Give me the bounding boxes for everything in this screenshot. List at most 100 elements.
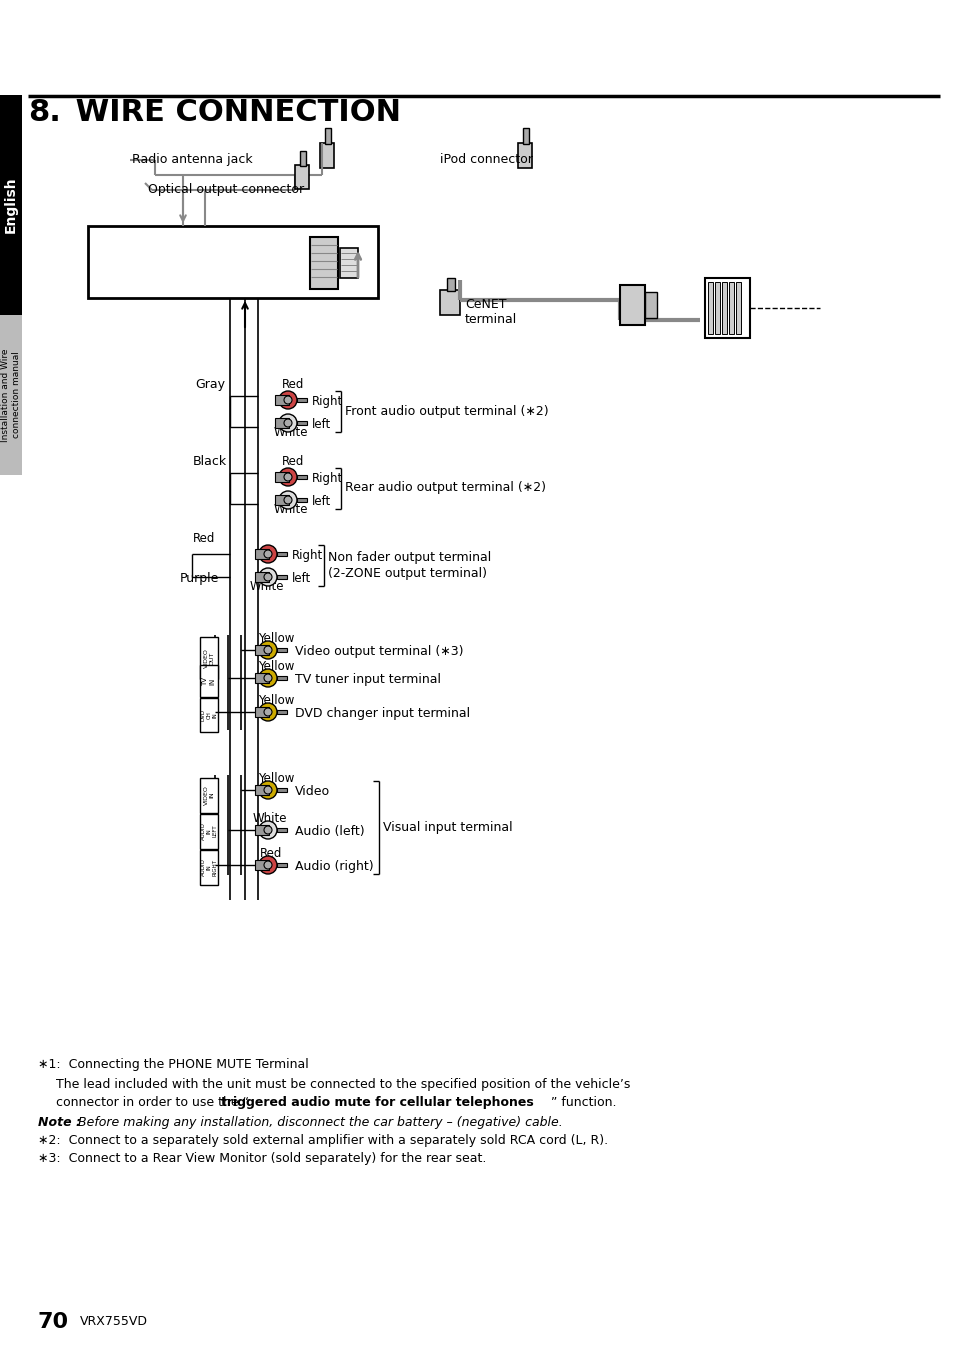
Text: Rear audio output terminal (∗2): Rear audio output terminal (∗2) — [345, 481, 545, 495]
Bar — [274, 472, 289, 483]
Text: Red: Red — [282, 379, 304, 391]
Bar — [276, 575, 287, 579]
Bar — [296, 475, 307, 479]
Circle shape — [284, 473, 292, 481]
Text: Visual input terminal: Visual input terminal — [382, 821, 512, 833]
Bar — [276, 648, 287, 652]
Circle shape — [264, 550, 272, 558]
Bar — [254, 572, 269, 581]
Text: Right: Right — [312, 472, 343, 485]
Bar — [299, 151, 306, 166]
Text: VRX755VD: VRX755VD — [80, 1315, 148, 1328]
Text: AUDIO
IN
RIGHT: AUDIO IN RIGHT — [200, 859, 217, 876]
Circle shape — [258, 856, 276, 873]
Text: White: White — [250, 580, 284, 594]
Text: Right: Right — [312, 395, 343, 408]
Text: Note :: Note : — [38, 1115, 81, 1129]
Text: ∗1:  Connecting the PHONE MUTE Terminal: ∗1: Connecting the PHONE MUTE Terminal — [38, 1059, 309, 1071]
Bar — [276, 863, 287, 867]
Bar — [274, 395, 289, 406]
Circle shape — [258, 781, 276, 799]
Text: Front audio output terminal (∗2): Front audio output terminal (∗2) — [345, 404, 548, 418]
Text: ∗3:  Connect to a Rear View Monitor (sold separately) for the rear seat.: ∗3: Connect to a Rear View Monitor (sold… — [38, 1152, 486, 1165]
Circle shape — [278, 391, 296, 410]
Text: The lead included with the unit must be connected to the specified position of t: The lead included with the unit must be … — [56, 1078, 630, 1091]
Text: Radio antenna jack: Radio antenna jack — [132, 153, 253, 166]
Bar — [325, 128, 331, 145]
Bar — [310, 237, 337, 289]
Text: TV tuner input terminal: TV tuner input terminal — [294, 673, 440, 685]
Text: Red: Red — [282, 456, 304, 468]
Text: Installation and Wire
connection manual: Installation and Wire connection manual — [1, 349, 21, 442]
Text: Yellow: Yellow — [257, 694, 294, 707]
Text: Audio (left): Audio (left) — [294, 825, 364, 838]
Text: left: left — [312, 495, 331, 508]
Bar — [619, 285, 644, 324]
Bar — [517, 143, 532, 168]
Bar — [522, 128, 529, 145]
Bar — [200, 850, 218, 886]
Text: Optical output connector: Optical output connector — [148, 183, 304, 196]
Bar — [254, 860, 269, 869]
Circle shape — [258, 703, 276, 721]
Circle shape — [264, 861, 272, 869]
Text: Yellow: Yellow — [257, 660, 294, 673]
Text: Right: Right — [292, 549, 323, 562]
Bar — [254, 549, 269, 558]
Text: 8.: 8. — [28, 97, 61, 127]
Circle shape — [278, 468, 296, 485]
Circle shape — [264, 573, 272, 581]
Text: VIDEO
IN: VIDEO IN — [203, 786, 214, 804]
Circle shape — [258, 545, 276, 562]
Bar — [254, 707, 269, 717]
Bar — [714, 283, 720, 334]
Bar — [0, 95, 22, 315]
Bar — [200, 665, 218, 698]
Bar — [254, 673, 269, 683]
Text: Red: Red — [260, 846, 282, 860]
Bar — [276, 710, 287, 714]
Text: TV
IN: TV IN — [202, 676, 215, 685]
Bar — [88, 226, 377, 297]
Bar — [254, 825, 269, 836]
Circle shape — [284, 396, 292, 404]
Text: White: White — [253, 813, 287, 825]
Circle shape — [284, 496, 292, 504]
Circle shape — [278, 414, 296, 433]
Bar — [735, 283, 740, 334]
Bar — [339, 247, 357, 279]
Text: triggered audio mute for cellular telephones: triggered audio mute for cellular teleph… — [221, 1096, 533, 1109]
Bar — [274, 418, 289, 429]
Circle shape — [264, 646, 272, 654]
Circle shape — [264, 826, 272, 834]
Circle shape — [284, 419, 292, 427]
Text: left: left — [312, 418, 331, 431]
Bar — [707, 283, 712, 334]
Text: Audio (right): Audio (right) — [294, 860, 374, 873]
Text: CeNET
terminal: CeNET terminal — [464, 297, 517, 326]
Circle shape — [258, 641, 276, 658]
Text: Yellow: Yellow — [257, 772, 294, 786]
Circle shape — [258, 821, 276, 840]
Bar — [276, 676, 287, 680]
Bar — [200, 777, 218, 813]
Bar — [0, 315, 22, 475]
Text: DVD
CH
IN: DVD CH IN — [200, 708, 217, 721]
Bar — [728, 283, 733, 334]
Bar — [439, 289, 459, 315]
Text: VIDEO
OUT: VIDEO OUT — [203, 648, 214, 668]
Text: Before making any installation, disconnect the car battery – (negative) cable.: Before making any installation, disconne… — [78, 1115, 562, 1129]
Text: left: left — [292, 572, 311, 585]
Bar — [254, 786, 269, 795]
Text: Black: Black — [193, 456, 227, 468]
Circle shape — [258, 568, 276, 585]
Circle shape — [110, 256, 126, 270]
Bar — [296, 397, 307, 402]
Bar — [200, 698, 218, 731]
Text: ∗2:  Connect to a separately sold external amplifier with a separately sold RCA : ∗2: Connect to a separately sold externa… — [38, 1134, 607, 1146]
Text: Gray: Gray — [194, 379, 225, 391]
Text: Purple: Purple — [180, 572, 219, 585]
Bar — [644, 292, 657, 318]
Circle shape — [264, 708, 272, 717]
Text: Red: Red — [193, 531, 215, 545]
